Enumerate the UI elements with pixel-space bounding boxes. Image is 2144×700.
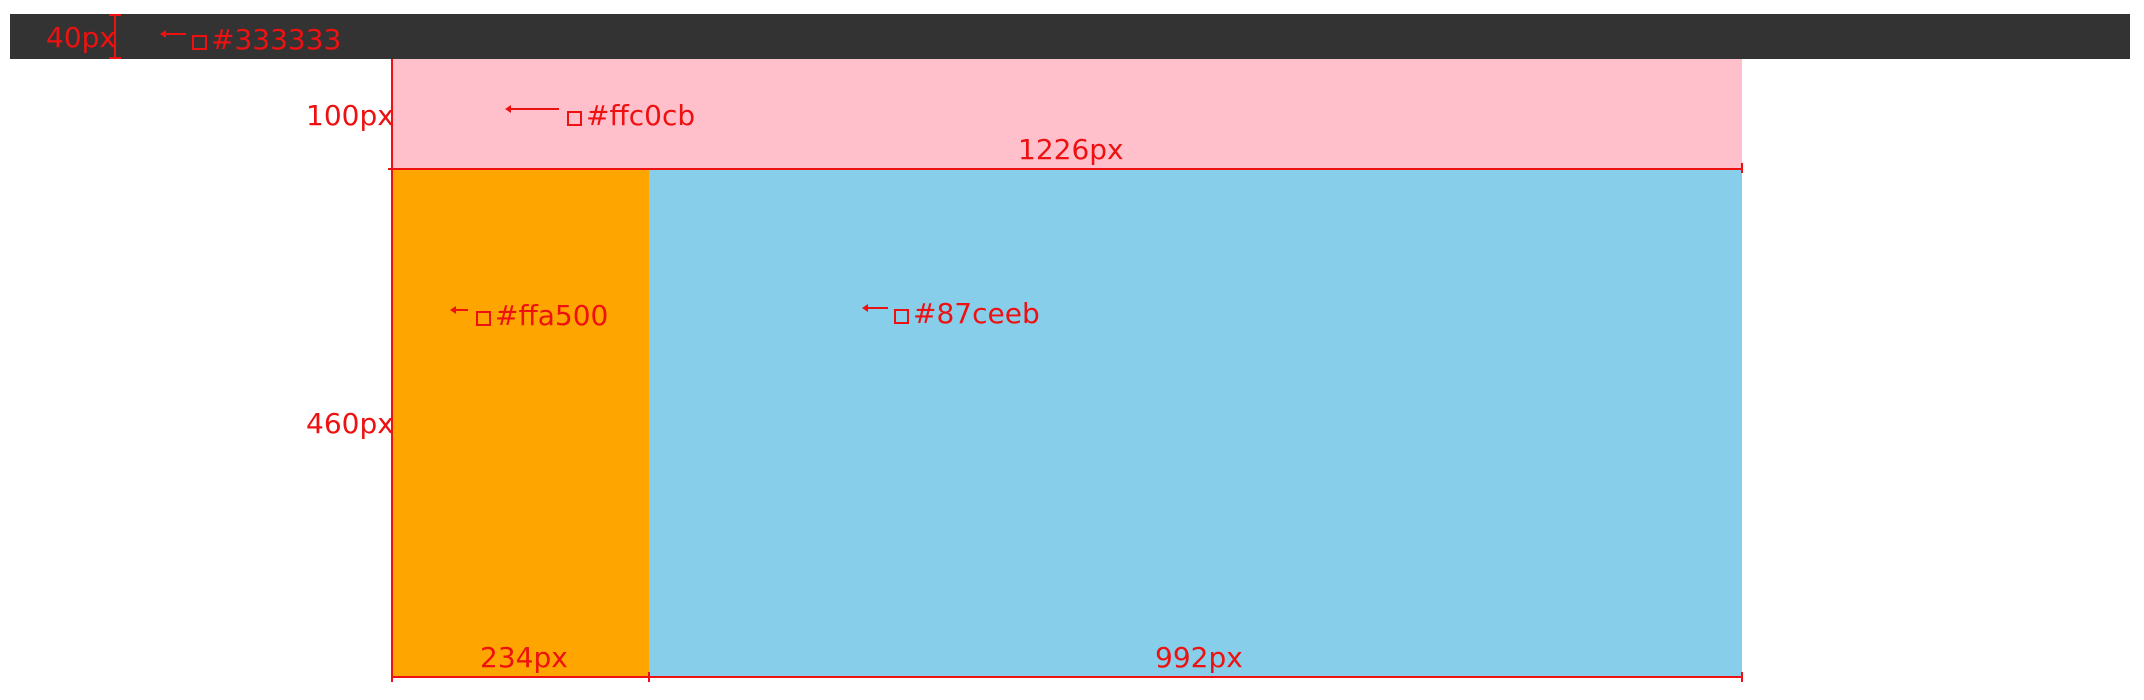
- banner-arrow-line: [509, 108, 559, 110]
- banner-block: [392, 59, 1742, 169]
- swatch-icon: [894, 309, 909, 324]
- bottom-width-tick-middle: [648, 672, 650, 682]
- sidebar-arrow-line: [454, 309, 468, 311]
- banner-height-dimension-line: [391, 59, 393, 169]
- header-height-tick-bottom: [109, 57, 121, 59]
- header-bar: [10, 14, 2130, 59]
- header-height-label: 40px: [46, 21, 116, 54]
- bottom-width-dimension-line: [392, 676, 1742, 678]
- banner-color-label: #ffc0cb: [567, 100, 695, 132]
- body-height-dimension-line: [391, 169, 393, 677]
- swatch-icon: [476, 311, 491, 326]
- content-arrow-line: [866, 307, 888, 309]
- swatch-icon: [567, 111, 582, 126]
- banner-height-label: 100px: [306, 99, 394, 132]
- body-height-label: 460px: [306, 407, 394, 440]
- bottom-width-tick-right: [1741, 672, 1743, 682]
- swatch-icon: [192, 35, 207, 50]
- sidebar-color-label: #ffa500: [476, 300, 608, 332]
- header-arrow-line: [164, 33, 186, 35]
- content-color-label: #87ceeb: [894, 298, 1040, 330]
- header-height-tick-top: [109, 14, 121, 16]
- header-arrow-head: [160, 30, 166, 38]
- banner-width-tick-right: [1741, 163, 1743, 173]
- sidebar-width-label: 234px: [480, 641, 568, 674]
- sidebar-arrow-head: [450, 306, 456, 314]
- banner-width-dimension-line: [388, 168, 1742, 170]
- header-color-label: #333333: [192, 24, 341, 56]
- banner-arrow-head: [505, 105, 511, 113]
- header-height-dimension-line: [114, 14, 116, 59]
- content-width-label: 992px: [1155, 641, 1243, 674]
- banner-width-label: 1226px: [1018, 133, 1124, 166]
- bottom-width-tick-left: [391, 672, 393, 682]
- content-block: [649, 169, 1742, 677]
- sidebar-block: [392, 169, 649, 677]
- content-arrow-head: [862, 304, 868, 312]
